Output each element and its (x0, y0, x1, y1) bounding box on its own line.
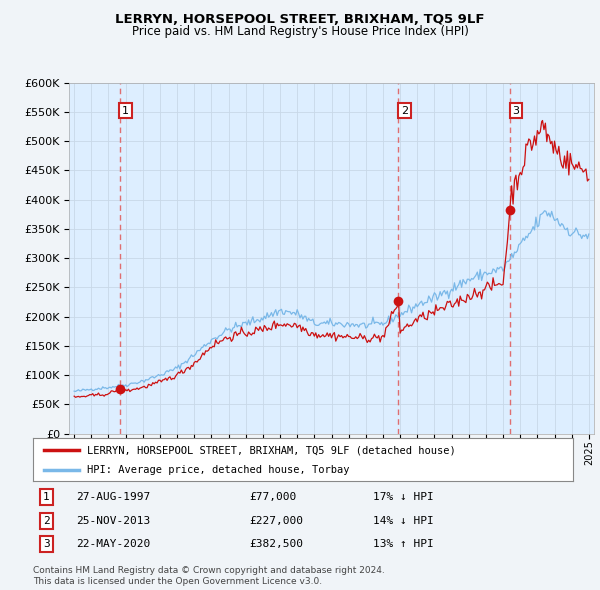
Text: 25-NOV-2013: 25-NOV-2013 (76, 516, 151, 526)
Text: 13% ↑ HPI: 13% ↑ HPI (373, 539, 434, 549)
Text: 22-MAY-2020: 22-MAY-2020 (76, 539, 151, 549)
Text: 17% ↓ HPI: 17% ↓ HPI (373, 492, 434, 502)
Text: 27-AUG-1997: 27-AUG-1997 (76, 492, 151, 502)
Text: LERRYN, HORSEPOOL STREET, BRIXHAM, TQ5 9LF (detached house): LERRYN, HORSEPOOL STREET, BRIXHAM, TQ5 9… (87, 445, 456, 455)
Text: 3: 3 (512, 106, 520, 116)
Text: 2: 2 (43, 516, 50, 526)
Text: 3: 3 (43, 539, 50, 549)
Text: 2: 2 (401, 106, 408, 116)
Text: 14% ↓ HPI: 14% ↓ HPI (373, 516, 434, 526)
Text: £227,000: £227,000 (249, 516, 303, 526)
Text: Price paid vs. HM Land Registry's House Price Index (HPI): Price paid vs. HM Land Registry's House … (131, 25, 469, 38)
Text: This data is licensed under the Open Government Licence v3.0.: This data is licensed under the Open Gov… (33, 577, 322, 586)
Text: Contains HM Land Registry data © Crown copyright and database right 2024.: Contains HM Land Registry data © Crown c… (33, 566, 385, 575)
Text: LERRYN, HORSEPOOL STREET, BRIXHAM, TQ5 9LF: LERRYN, HORSEPOOL STREET, BRIXHAM, TQ5 9… (115, 13, 485, 26)
Text: £382,500: £382,500 (249, 539, 303, 549)
Text: 1: 1 (122, 106, 129, 116)
Text: HPI: Average price, detached house, Torbay: HPI: Average price, detached house, Torb… (87, 466, 349, 475)
Text: 1: 1 (43, 492, 50, 502)
Text: £77,000: £77,000 (249, 492, 296, 502)
